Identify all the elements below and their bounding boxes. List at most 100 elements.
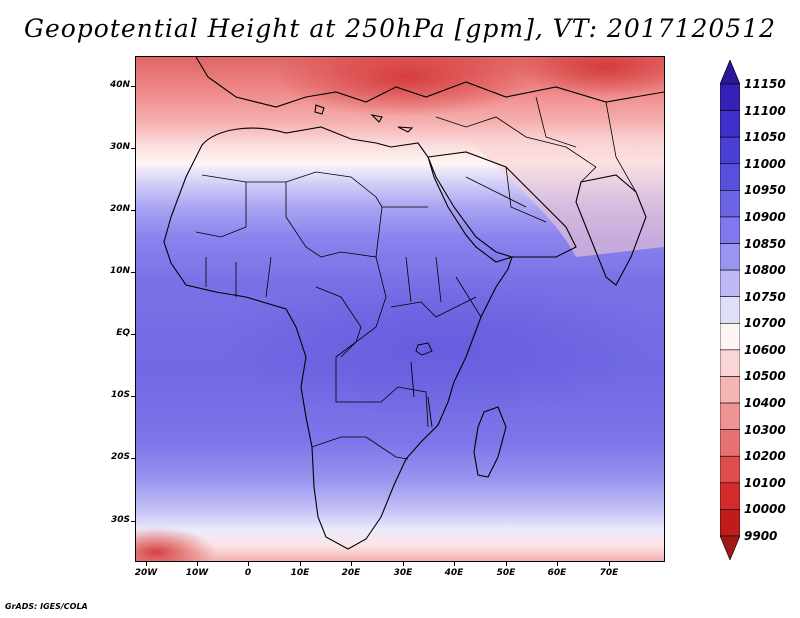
lon-tick: [403, 562, 404, 566]
lon-label: 70E: [599, 568, 619, 578]
lon-tick: [609, 562, 610, 566]
india-coastline: [575, 174, 647, 286]
lat-tick: [131, 148, 135, 149]
lon-tick: [351, 562, 352, 566]
colorbar-label: 11000: [744, 156, 786, 171]
colorbar-label: 11150: [744, 77, 786, 91]
colorbar-label: 11050: [744, 130, 786, 145]
footer-credit: GrADS: IGES/COLA: [5, 602, 88, 611]
map-title: Geopotential Height at 250hPa [gpm], VT:…: [23, 14, 777, 43]
lon-tick: [506, 562, 507, 566]
colorbar-segment: [720, 243, 740, 271]
lon-label: 0: [244, 568, 252, 578]
mediterranean-high: [276, 57, 536, 117]
lat-label: 10N: [109, 266, 130, 276]
border-line: [435, 116, 597, 183]
colorbar-segment: [720, 455, 740, 484]
lat-tick: [131, 86, 135, 87]
border-line: [315, 286, 362, 402]
colorbar-label: 10850: [744, 236, 786, 251]
lake-victoria: [415, 342, 433, 356]
lon-tick: [197, 562, 198, 566]
colorbar-label: 11100: [744, 103, 786, 118]
lat-label: 30N: [109, 142, 130, 152]
border-line: [340, 256, 387, 358]
lon-label: 60E: [547, 568, 567, 578]
lat-tick: [131, 210, 135, 211]
lon-tick: [248, 562, 249, 566]
lon-label: 50E: [496, 568, 516, 578]
colorbar-label: 10950: [744, 183, 786, 198]
colorbar-label: 9900: [744, 529, 778, 543]
colorbar-label: 10900: [744, 209, 786, 224]
lon-label: 10E: [290, 568, 310, 578]
border-line: [336, 386, 429, 428]
border-line: [465, 166, 547, 223]
colorbar-segment: [720, 376, 740, 404]
colorbar-segment: [720, 402, 740, 430]
colorbar-segment: [720, 269, 740, 298]
colorbar-segment: [720, 190, 740, 218]
lon-tick: [146, 562, 147, 566]
border-line: [390, 296, 477, 318]
colorbar-label: 10200: [744, 449, 786, 464]
colorbar-segment: [720, 83, 740, 111]
lat-label: 20S: [110, 452, 130, 462]
border-line: [535, 96, 637, 193]
colorbar-segment: [720, 136, 740, 165]
lat-label: EQ: [116, 328, 130, 338]
colorbar-label: 10400: [744, 396, 786, 411]
tropical-core: [206, 277, 664, 417]
colorbar-segment: [720, 429, 740, 457]
lake-malawi: [427, 396, 433, 428]
colorbar-segment: [720, 349, 740, 377]
lakes: [410, 342, 433, 428]
lat-tick: [131, 458, 135, 459]
colorbar-label: 10300: [744, 422, 786, 437]
lat-label: 10S: [110, 390, 130, 400]
colorbar-segment: [720, 163, 740, 191]
lat-tick: [131, 521, 135, 522]
europe-coastline: [195, 57, 664, 108]
colorbar: [720, 60, 740, 560]
lon-label: 10W: [185, 568, 209, 578]
lat-tick: [131, 396, 135, 397]
lon-tick: [300, 562, 301, 566]
colorbar-label: 10800: [744, 263, 786, 278]
arabia-coastline: [427, 151, 577, 258]
colorbar-segment: [720, 110, 740, 138]
geopotential-map: [136, 57, 664, 561]
colorbar-segment: [720, 216, 740, 244]
border-line: [405, 256, 482, 318]
colorbar-label: 10100: [744, 475, 786, 490]
arabian-ridge: [466, 137, 664, 257]
lon-tick: [557, 562, 558, 566]
colorbar-label: 10600: [744, 342, 786, 357]
colorbar-label: 10750: [744, 289, 786, 304]
lon-label: 30E: [393, 568, 413, 578]
border-line: [285, 182, 428, 258]
lon-label: 40E: [444, 568, 464, 578]
borders: [195, 96, 637, 460]
colorbar-segment: [720, 296, 740, 324]
colorbar-label: 10700: [744, 316, 786, 331]
colorbar-segment: [720, 322, 740, 351]
lat-label: 40N: [109, 80, 130, 90]
lake-tanganyika: [410, 361, 415, 398]
colorbar-top-arrow: [720, 60, 740, 85]
border-line: [195, 182, 247, 238]
lon-tick: [454, 562, 455, 566]
border-line: [311, 436, 409, 460]
madagascar-coastline: [473, 406, 507, 478]
map-panel[interactable]: [135, 56, 665, 562]
colorbar-segment: [720, 509, 740, 537]
lon-label: 20W: [134, 568, 158, 578]
lat-tick: [131, 272, 135, 273]
lat-label: 20N: [109, 204, 130, 214]
mediterranean-islands: [314, 104, 414, 133]
colorbar-bottom-arrow: [720, 535, 740, 560]
colorbar-label: 10500: [744, 369, 786, 384]
border-line: [205, 256, 272, 298]
colorbar-label: 10000: [744, 502, 786, 517]
lon-label: 20E: [341, 568, 361, 578]
